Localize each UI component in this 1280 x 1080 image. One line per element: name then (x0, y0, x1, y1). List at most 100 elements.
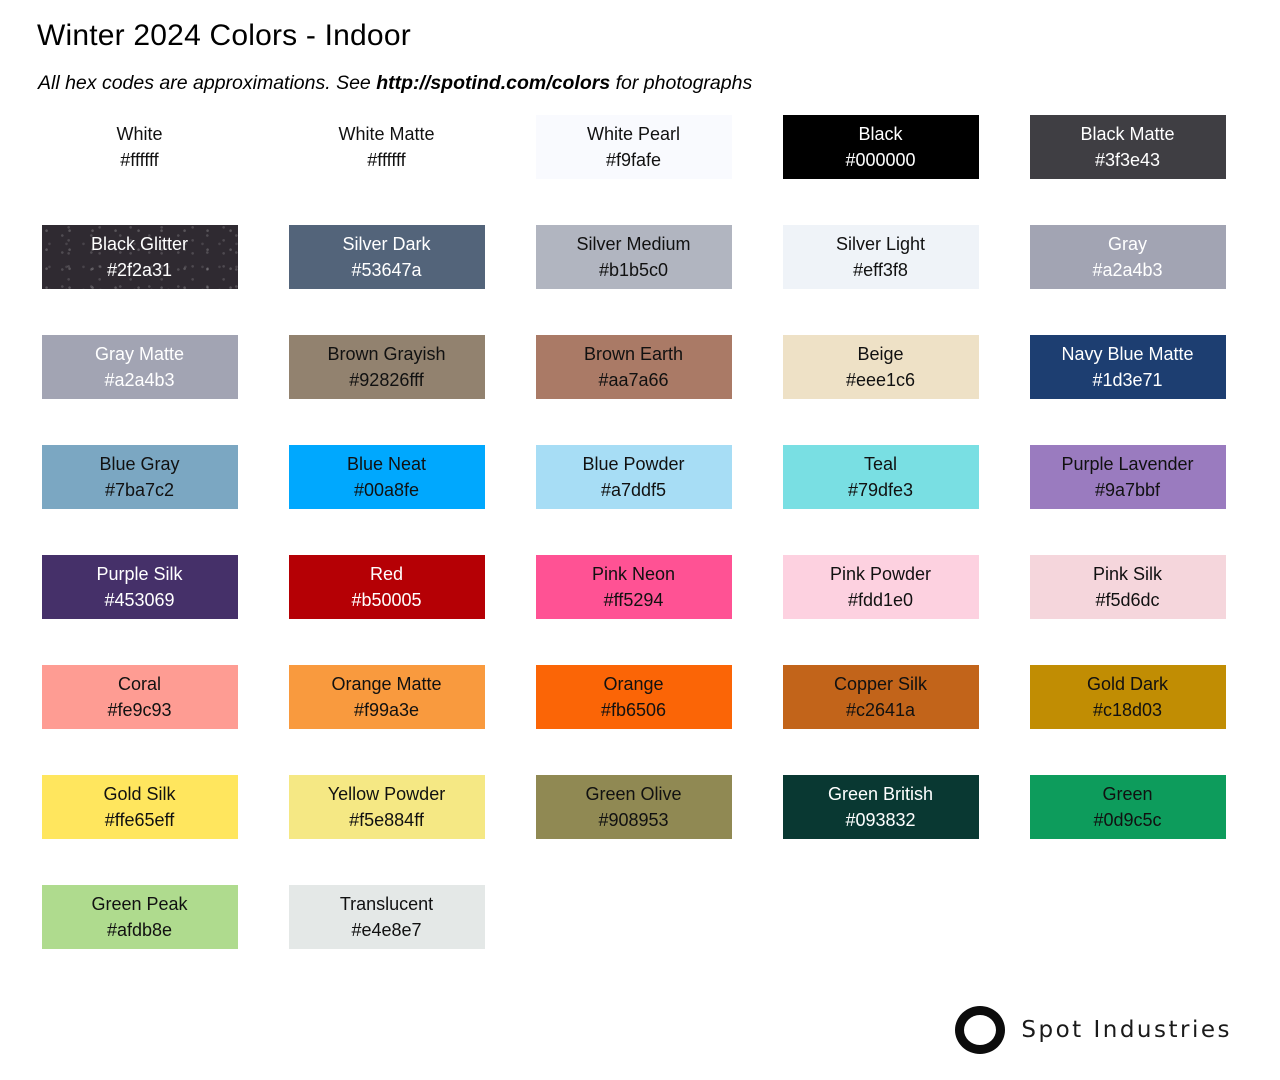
color-hex: #fb6506 (600, 700, 667, 720)
color-hex: #093832 (845, 810, 916, 830)
color-hex: #0d9c5c (1093, 810, 1162, 830)
page-title: Winter 2024 Colors - Indoor (37, 19, 411, 52)
color-swatch: Gold Silk #ffe65eff (41, 775, 238, 839)
brand-name: Spot Industries (1021, 1017, 1232, 1043)
color-swatch: Green #0d9c5c (1029, 775, 1226, 839)
color-swatch: Brown Grayish #92826fff (288, 335, 485, 399)
color-name: Silver Medium (576, 234, 691, 254)
color-name: Gold Dark (1086, 674, 1169, 694)
color-hex: #f5e884ff (349, 810, 424, 830)
color-swatch: Purple Lavender #9a7bbf (1029, 445, 1226, 509)
color-name: Green Olive (585, 784, 682, 804)
color-hex: #1d3e71 (1092, 370, 1163, 390)
color-name: Copper Silk (833, 674, 928, 694)
color-swatch: Black Glitter #2f2a31 (41, 225, 238, 289)
color-swatch: Copper Silk #c2641a (782, 665, 979, 729)
color-swatch: Orange Matte #f99a3e (288, 665, 485, 729)
color-hex: #afdb8e (106, 920, 173, 940)
color-name: Orange (603, 674, 664, 694)
color-swatch: Green British #093832 (782, 775, 979, 839)
color-name: Green British (827, 784, 934, 804)
color-swatch: Yellow Powder #f5e884ff (288, 775, 485, 839)
color-hex: #c18d03 (1092, 700, 1163, 720)
subtitle-url: http://spotind.com/colors (376, 72, 611, 94)
color-hex: #ffe65eff (104, 810, 175, 830)
color-swatch: Blue Gray #7ba7c2 (41, 445, 238, 509)
color-hex: #c2641a (845, 700, 916, 720)
color-hex: #908953 (598, 810, 669, 830)
color-hex: #000000 (845, 150, 916, 170)
color-swatch: Black Matte #3f3e43 (1029, 115, 1226, 179)
color-swatch: Silver Medium #b1b5c0 (535, 225, 732, 289)
color-name: Red (369, 564, 404, 584)
color-swatch: Red #b50005 (288, 555, 485, 619)
color-hex: #ff5294 (603, 590, 664, 610)
color-name: Black Matte (1080, 124, 1175, 144)
color-swatch: Green Peak #afdb8e (41, 885, 238, 949)
color-hex: #a7ddf5 (600, 480, 667, 500)
color-swatch: Purple Silk #453069 (41, 555, 238, 619)
color-name: White Pearl (586, 124, 681, 144)
color-name: Brown Grayish (327, 344, 446, 364)
color-hex: #9a7bbf (1094, 480, 1161, 500)
color-name: Yellow Powder (327, 784, 446, 804)
color-swatch: Translucent #e4e8e7 (288, 885, 485, 949)
subtitle: All hex codes are approximations. See ht… (38, 72, 752, 95)
color-name: Black (858, 124, 903, 144)
color-name: Gray Matte (94, 344, 185, 364)
color-name: Purple Silk (96, 564, 183, 584)
color-swatch: Navy Blue Matte #1d3e71 (1029, 335, 1226, 399)
color-swatch: Gray Matte #a2a4b3 (41, 335, 238, 399)
color-swatch: Black #000000 (782, 115, 979, 179)
color-name: Brown Earth (583, 344, 684, 364)
color-hex: #fdd1e0 (847, 590, 914, 610)
color-hex: #fe9c93 (107, 700, 172, 720)
color-swatch: White Pearl #f9fafe (535, 115, 732, 179)
color-hex: #a2a4b3 (104, 370, 175, 390)
color-hex: #53647a (351, 260, 422, 280)
color-swatch: Pink Silk #f5d6dc (1029, 555, 1226, 619)
circle-logo-icon (955, 1006, 1006, 1054)
color-hex: #b1b5c0 (598, 260, 669, 280)
color-name: Green (1102, 784, 1153, 804)
color-swatch: Silver Light #eff3f8 (782, 225, 979, 289)
color-swatch: Blue Neat #00a8fe (288, 445, 485, 509)
color-name: White Matte (338, 124, 435, 144)
color-hex: #2f2a31 (106, 260, 173, 280)
color-name: Purple Lavender (1061, 454, 1194, 474)
color-swatch: Gray #a2a4b3 (1029, 225, 1226, 289)
color-name: Orange Matte (331, 674, 442, 694)
color-name: Gray (1107, 234, 1147, 254)
color-swatch: Gold Dark #c18d03 (1029, 665, 1226, 729)
brand-footer: Spot Industries (955, 1006, 1232, 1054)
color-swatch: White Matte #ffffff (288, 115, 485, 179)
color-swatch: Green Olive #908953 (535, 775, 732, 839)
color-hex: #ffffff (120, 150, 159, 170)
color-hex: #7ba7c2 (104, 480, 175, 500)
color-name: Pink Neon (591, 564, 676, 584)
color-name: Beige (857, 344, 904, 364)
color-swatch: Pink Powder #fdd1e0 (782, 555, 979, 619)
color-name: Blue Powder (582, 454, 685, 474)
color-name: Navy Blue Matte (1061, 344, 1194, 364)
color-name: Silver Light (835, 234, 926, 254)
color-hex: #ffffff (367, 150, 406, 170)
color-swatch: Beige #eee1c6 (782, 335, 979, 399)
color-hex: #79dfe3 (847, 480, 914, 500)
color-hex: #a2a4b3 (1092, 260, 1163, 280)
color-hex: #b50005 (351, 590, 422, 610)
color-name: Blue Neat (346, 454, 427, 474)
color-hex: #eff3f8 (853, 260, 908, 280)
palette-grid: White #ffffff White Matte #ffffff White Pear… (16, 115, 1264, 949)
color-hex: #f5d6dc (1095, 590, 1160, 610)
color-hex: #f99a3e (353, 700, 420, 720)
color-hex: #453069 (104, 590, 175, 610)
color-swatch: Teal #79dfe3 (782, 445, 979, 509)
color-hex: #92826fff (349, 370, 424, 390)
color-swatch: Orange #fb6506 (535, 665, 732, 729)
color-name: Silver Dark (342, 234, 431, 254)
color-name: Pink Powder (829, 564, 932, 584)
color-hex: #aa7a66 (598, 370, 669, 390)
color-name: Translucent (339, 894, 434, 914)
